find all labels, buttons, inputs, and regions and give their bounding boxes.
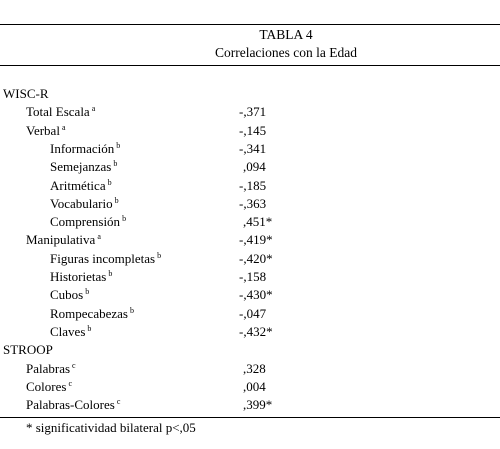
row-label: Vocabulario b [50, 195, 119, 211]
table-number: TABLA 4 [259, 27, 313, 42]
row-superscript: c [68, 378, 73, 388]
row-value: -,432* [239, 323, 273, 339]
row-label: Verbal a [26, 122, 66, 138]
row-superscript: b [157, 250, 162, 260]
row-superscript: c [116, 397, 121, 407]
row-label: Historietas b [50, 269, 113, 284]
row-value: -,430* [239, 287, 273, 303]
table-row: STROOP [0, 341, 500, 359]
row-superscript: b [129, 305, 134, 315]
row-superscript: b [114, 195, 119, 205]
row-superscript: a [97, 232, 101, 242]
table-row: Aritmética b -,185 [0, 177, 500, 195]
table-row: Historietas b -,158 [0, 268, 500, 286]
row-label: Claves b [50, 323, 92, 339]
row-superscript: b [108, 269, 113, 278]
table-row: Cubos b -,430* [0, 286, 500, 304]
row-value: -,158 [239, 269, 267, 284]
row-value: -,420* [239, 250, 273, 266]
table-row: WISC-R [0, 85, 500, 103]
top-rule [0, 24, 500, 25]
table-row: Manipulativa a -,419* [0, 231, 500, 249]
row-superscript: b [87, 323, 92, 333]
table-row: Palabras c ,328 [0, 360, 500, 378]
row-superscript: a [61, 122, 66, 132]
table-footnote: * significatividad bilateral p<,05 [26, 420, 196, 435]
table-row: Información b -,341 [0, 140, 500, 158]
row-label: Total Escala a [26, 104, 96, 120]
table-caption: Correlaciones con la Edad [214, 45, 358, 60]
row-label: Colores c [26, 378, 73, 394]
table-row: Total Escala a -,371 [0, 103, 500, 121]
table-row: Claves b -,432* [0, 323, 500, 341]
row-value: ,094 [243, 159, 266, 175]
row-label: Aritmética b [50, 177, 112, 193]
table-row: Vocabulario b -,363 [0, 195, 500, 213]
row-label: WISC-R [3, 86, 49, 101]
row-value: ,399* [243, 397, 273, 413]
table-row: Figuras incompletas b -,420* [0, 250, 500, 268]
row-value: -,047 [239, 305, 267, 321]
row-label: Manipulativa a [26, 232, 101, 248]
table-row: Palabras-Colores c ,399* [0, 396, 500, 414]
row-label: Comprensión b [50, 214, 127, 230]
row-label: STROOP [3, 342, 53, 358]
row-value: -,341 [239, 140, 267, 156]
table-row: Verbal a -,145 [0, 122, 500, 140]
table-row: Semejanzas b ,094 [0, 158, 500, 176]
row-value: -,371 [239, 104, 267, 120]
table-row: Rompecabezas b -,047 [0, 305, 500, 323]
row-label: Cubos b [50, 287, 90, 303]
row-value: -,363 [239, 195, 267, 211]
row-label: Palabras-Colores c [26, 397, 121, 413]
row-superscript: b [113, 159, 118, 169]
table-row: Colores c ,004 [0, 378, 500, 396]
row-label: Figuras incompletas b [50, 250, 162, 266]
row-label: Semejanzas b [50, 159, 118, 175]
row-superscript: b [107, 177, 112, 187]
row-label: Rompecabezas b [50, 305, 134, 321]
row-value: -,185 [239, 177, 267, 193]
row-value: -,419* [239, 232, 273, 248]
row-superscript: b [85, 287, 90, 297]
bottom-rule [0, 417, 500, 418]
row-label: Información b [50, 140, 121, 156]
row-superscript: b [122, 214, 127, 224]
row-superscript: a [91, 104, 96, 114]
header-rule [0, 65, 500, 66]
row-value: ,328 [243, 360, 266, 376]
row-label: Palabras c [26, 360, 76, 376]
row-value: -,145 [239, 122, 267, 138]
row-superscript: b [116, 140, 121, 150]
table-row: Comprensión b ,451* [0, 213, 500, 231]
row-value: ,004 [243, 378, 266, 394]
row-value: ,451* [243, 214, 273, 230]
row-superscript: c [72, 360, 76, 370]
